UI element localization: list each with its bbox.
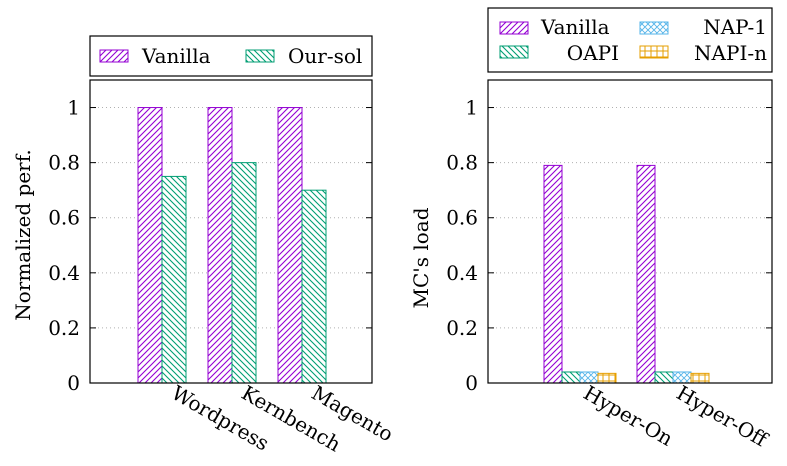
bar-hyper-off-napi-n (690, 372, 710, 384)
left-plot-frame (89, 79, 373, 384)
bar-hyper-off-nap-1 (672, 371, 692, 384)
y-tick-label: 0.8 (48, 151, 80, 175)
bar-magento-our-sol (301, 189, 327, 384)
bar-hyper-off-vanilla (636, 164, 656, 384)
y-tick-label: 0.8 (446, 151, 478, 175)
bar-hyper-on-nap-1 (579, 371, 599, 384)
legend-label-napi-n: NAPI-n (694, 41, 767, 65)
bar-kernbench-our-sol (231, 162, 257, 384)
bar-magento-vanilla (277, 107, 303, 384)
bar-hyper-on-napi-n (597, 372, 617, 384)
bar-hyper-off-oapi (654, 371, 674, 384)
left-y-axis-title: Normalized perf. (11, 149, 35, 321)
y-tick-label: 0 (67, 371, 80, 395)
legend-swatch-vanilla (499, 21, 529, 35)
bar-hyper-on-vanilla (543, 164, 563, 384)
y-tick-label: 1 (465, 96, 478, 120)
chart-left: 0 0.2 0.4 0.6 0.8 1 WordpressKernbenchMagento… (11, 35, 398, 457)
legend-label-vanilla: Vanilla (141, 44, 211, 68)
category-label: Hyper-On (580, 381, 678, 451)
left-legend: Vanilla Our-sol (89, 35, 373, 77)
right-gridlines (488, 107, 772, 329)
y-tick-label: 0.2 (48, 316, 80, 340)
y-tick-label: 0.6 (48, 206, 80, 230)
y-tick-label: 0.2 (446, 316, 478, 340)
y-tick-label: 0.4 (446, 261, 478, 285)
category-label: Hyper-Off (673, 381, 773, 453)
left-bars (137, 107, 327, 384)
legend-label-our-sol: Our-sol (288, 44, 362, 68)
legend-label-oapi: OAPI (567, 41, 619, 65)
left-y-ticks: 0 0.2 0.4 0.6 0.8 1 (48, 96, 372, 395)
legend-label-vanilla: Vanilla (540, 15, 610, 39)
right-y-axis-title: MC's load (409, 207, 433, 308)
bar-kernbench-vanilla (207, 107, 233, 384)
right-bars (543, 164, 710, 384)
legend-swatch-napi-n (639, 45, 669, 59)
bar-hyper-on-oapi (561, 371, 581, 384)
legend-box (487, 7, 773, 73)
bar-wordpress-vanilla (137, 107, 163, 384)
legend-box (89, 35, 373, 77)
right-y-ticks: 0 0.2 0.4 0.6 0.8 1 (446, 96, 772, 395)
y-tick-label: 0.6 (446, 206, 478, 230)
legend-swatch-oapi (499, 45, 529, 59)
y-tick-label: 1 (67, 96, 80, 120)
bar-wordpress-our-sol (161, 175, 187, 384)
y-tick-label: 0 (465, 371, 478, 395)
legend-swatch-vanilla (99, 49, 129, 63)
legend-label-nap-1: NAP-1 (703, 15, 767, 39)
legend-swatch-nap-1 (639, 21, 669, 35)
legend-swatch-our-sol (245, 49, 275, 63)
right-plot-frame (487, 79, 773, 384)
y-tick-label: 0.4 (48, 261, 80, 285)
